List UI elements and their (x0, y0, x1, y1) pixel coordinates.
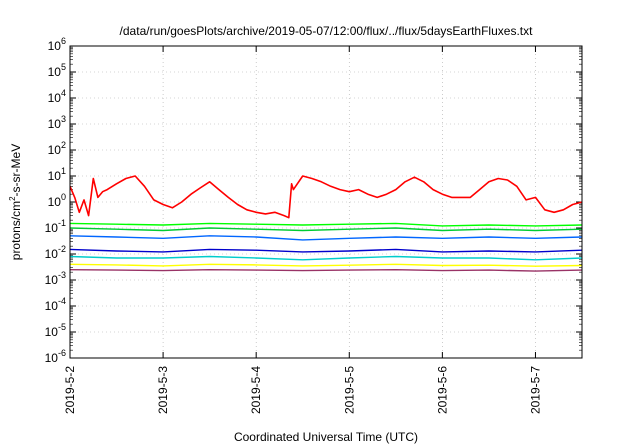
x-tick-label: 2019-5-5 (342, 366, 356, 414)
y-tick-label: 10-6 (45, 348, 66, 365)
y-tick-label: 100 (48, 192, 66, 209)
plot-frame (69, 45, 583, 359)
x-tick-label: 2019-5-7 (528, 366, 542, 414)
x-tick-label: 2019-5-3 (156, 366, 170, 414)
y-tick-label: 10-4 (45, 296, 66, 313)
y-tick-label: 105 (48, 62, 66, 79)
data-series (70, 175, 582, 272)
chart-title: /data/run/goesPlots/archive/2019-05-07/1… (120, 24, 534, 38)
y-axis-label-rest: -s-sr-MeV (9, 144, 23, 197)
y-tick-label: 104 (48, 88, 66, 105)
x-tick-label: 2019-5-6 (435, 366, 449, 414)
series-line (70, 248, 582, 253)
y-axis-label-base: protons/cm (9, 201, 23, 260)
series-line (70, 263, 582, 267)
series-line (70, 235, 582, 241)
y-tick-label: 10-5 (45, 322, 66, 339)
y-tick-label: 10-1 (45, 218, 66, 235)
y-tick-label: 106 (48, 36, 66, 53)
x-axis-ticks: 2019-5-2 2019-5-3 2019-5-4 2019-5-5 2019-5-6… (63, 46, 542, 414)
series-line (70, 222, 582, 227)
grid-lines (70, 46, 582, 358)
y-tick-label: 10-2 (45, 244, 66, 261)
y-axis-label-superscript: 2 (8, 196, 17, 201)
series-line (70, 255, 582, 261)
x-axis-label: Coordinated Universal Time (UTC) (234, 430, 418, 444)
y-tick-label: 102 (48, 140, 66, 157)
y-tick-label: 10-3 (45, 270, 66, 287)
x-tick-label: 2019-5-2 (63, 366, 77, 414)
series-line (70, 269, 582, 272)
y-axis-ticks: 10-6 10-5 10-4 10-3 10-2 10-1 100 101 102 103 104 1… (45, 36, 582, 365)
series-line (70, 227, 582, 232)
y-axis-label: protons/cm2-s-sr-MeV (8, 144, 23, 260)
y-tick-label: 103 (48, 114, 66, 131)
series-line (70, 175, 582, 219)
x-tick-label: 2019-5-4 (249, 366, 263, 414)
y-tick-label: 101 (48, 166, 66, 183)
